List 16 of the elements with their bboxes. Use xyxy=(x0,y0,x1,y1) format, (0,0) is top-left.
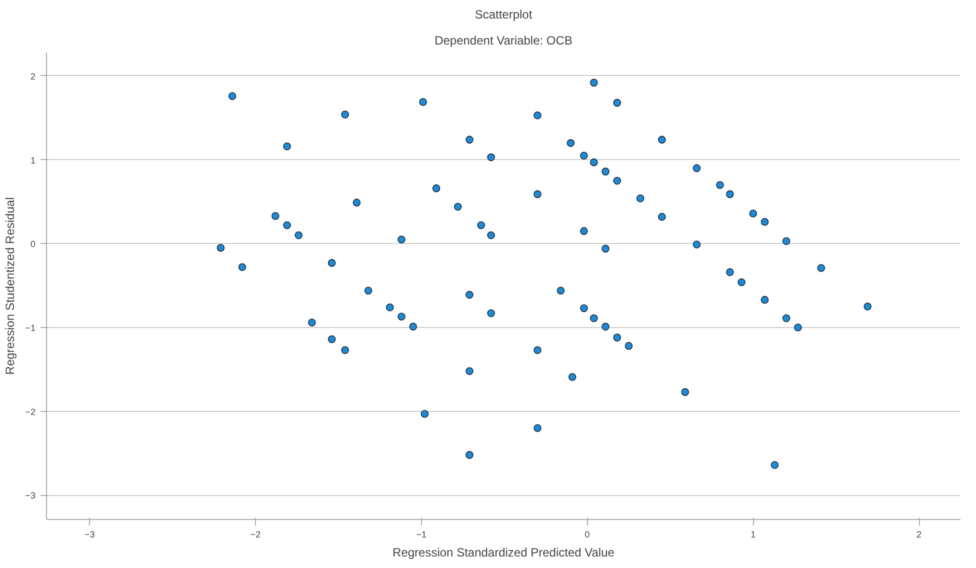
y-axis-title: Regression Studentized Residual xyxy=(3,197,18,375)
chart-title: Scatterplot xyxy=(474,8,533,22)
x-tick-label: −1 xyxy=(416,530,427,540)
y-tick-label: −2 xyxy=(25,406,36,417)
x-axis-title: Regression Standardized Predicted Value xyxy=(392,546,615,560)
y-tick-label: −3 xyxy=(25,490,36,501)
y-tick-label: −1 xyxy=(25,323,36,333)
y-tick-label: 2 xyxy=(30,71,36,82)
x-tick-label: −2 xyxy=(250,530,261,540)
x-tick-label: 1 xyxy=(750,530,756,540)
y-tick-label: 1 xyxy=(30,155,36,166)
x-tick-label: −3 xyxy=(84,530,95,540)
x-tick-label: 0 xyxy=(584,530,590,540)
chart-subtitle: Dependent Variable: OCB xyxy=(434,34,572,48)
y-tick-label: 0 xyxy=(30,239,36,250)
x-tick-label: 2 xyxy=(916,530,922,540)
